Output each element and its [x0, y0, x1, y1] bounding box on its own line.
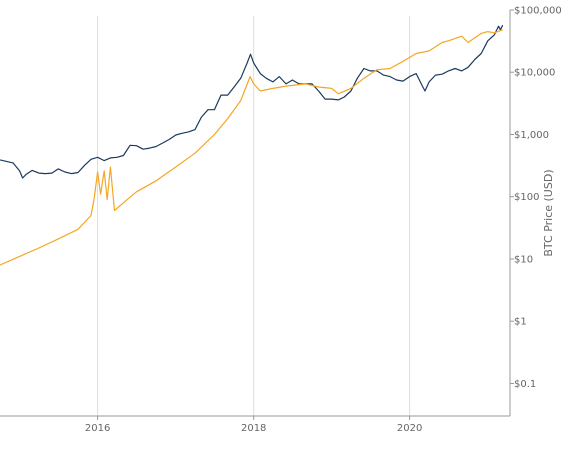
y-tick-label: $10 — [514, 255, 533, 266]
y-tick-label: $10,000 — [514, 68, 555, 79]
model-line — [0, 29, 503, 266]
btc_price-line — [0, 24, 504, 179]
axes — [0, 10, 511, 417]
y-axis-label: BTC Price (USD) — [542, 169, 555, 256]
x-tick-label: 2018 — [241, 423, 266, 434]
x-tick-labels: 2016 2018 2020 — [85, 416, 422, 434]
x-tick-label: 2020 — [397, 423, 422, 434]
x-gridlines — [97, 16, 411, 416]
y-tick-label: $1,000 — [514, 130, 549, 141]
y-tick-labels: $100,000 $10,000 $1,000 $100 $10 $1 $0.1 — [510, 6, 562, 390]
y-tick-label: $1 — [514, 317, 527, 328]
x-tick-label: 2016 — [85, 423, 110, 434]
series-lines — [0, 24, 504, 266]
y-tick-label: $0.1 — [514, 379, 536, 390]
y-tick-label: $100,000 — [514, 6, 562, 17]
y-tick-label: $100 — [514, 192, 539, 203]
